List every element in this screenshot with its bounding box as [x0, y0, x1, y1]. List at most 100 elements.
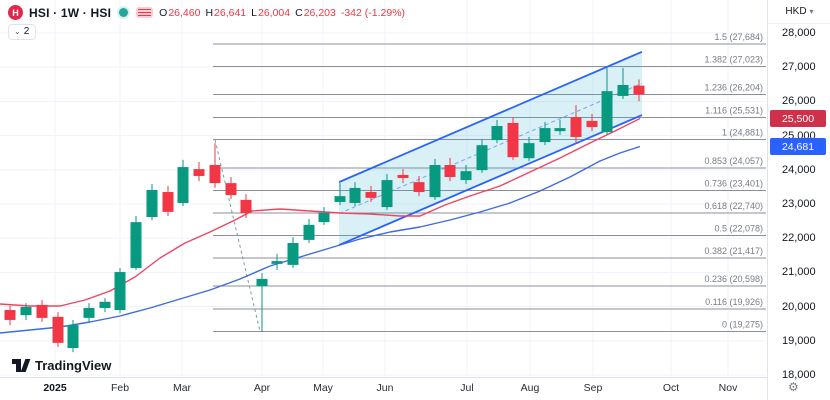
- fib-level-label: 0.236 (20,598): [704, 274, 763, 284]
- price-tick-label: 22,000: [782, 232, 816, 245]
- candle-body: [256, 278, 268, 287]
- tradingview-logo-text: TradingView: [35, 358, 112, 373]
- fib-level-label: 0 (19,275): [722, 319, 763, 329]
- fib-level-label: 0.736 (23,401): [704, 178, 763, 188]
- time-tick-label: May: [313, 382, 333, 394]
- ma-line-red: [0, 117, 641, 307]
- price-axis[interactable]: HKD ▾ ⚙ 28,000 27,000 26,000 25,000 24,000 23…: [767, 0, 830, 400]
- candle-body: [617, 84, 629, 96]
- price-tick-label: 24,000: [782, 163, 816, 176]
- change-readout: -342 (-1.29%): [340, 6, 406, 19]
- price-tick-label: 28,000: [782, 27, 816, 39]
- price-tick-label: 21,000: [782, 266, 816, 279]
- ma-line-blue: [0, 145, 641, 334]
- channel-upper-line: [338, 50, 643, 183]
- caret-down-icon: ▾: [809, 7, 814, 16]
- price-tick-label: 23,000: [782, 198, 816, 210]
- price-badge-blue: 24,681: [770, 138, 826, 155]
- channel-median-line: [338, 82, 643, 215]
- candle-body: [36, 304, 48, 318]
- candle-body: [209, 165, 221, 184]
- candle-body: [146, 189, 158, 217]
- candle-body: [99, 301, 111, 308]
- candle-body: [334, 196, 346, 202]
- candle-body: [365, 192, 377, 198]
- fib-level-label: 1.116 (25,531): [705, 105, 763, 115]
- time-tick-label: Sep: [583, 382, 603, 394]
- candle-body: [601, 91, 613, 133]
- candle-body: [460, 171, 472, 181]
- candle-body: [381, 180, 393, 208]
- candle-body: [114, 272, 126, 311]
- time-tick-label: Jul: [460, 382, 474, 394]
- candle-body: [349, 187, 361, 203]
- candle-body: [271, 261, 283, 264]
- price-tick-label: 20,000: [782, 300, 816, 313]
- candle-body: [177, 167, 189, 203]
- candle-body: [193, 169, 205, 176]
- time-tick-label: Oct: [662, 382, 680, 394]
- candle-body: [413, 182, 425, 193]
- fib-level-label: 1.5 (27,684): [714, 32, 763, 42]
- tradingview-logo[interactable]: TradingView: [12, 358, 111, 373]
- candle-body: [318, 212, 330, 223]
- candle-body: [633, 85, 645, 95]
- currency-selector[interactable]: HKD ▾: [768, 0, 830, 24]
- time-tick-label: Feb: [110, 382, 130, 394]
- candle-body: [83, 307, 95, 318]
- chevron-down-icon: ⌄: [14, 27, 21, 36]
- series-visibility-toggle-icon[interactable]: [117, 6, 131, 19]
- indicators-count: 2: [23, 26, 30, 37]
- candle-body: [52, 316, 64, 343]
- price-tick-label: 18,000: [782, 369, 816, 381]
- candle-body: [539, 128, 551, 143]
- time-tick-label: Nov: [718, 382, 738, 394]
- time-tick-label: Apr: [253, 382, 271, 394]
- symbol-legend[interactable]: H HSI · 1W · HSI O26,460 H26,641 L26,004…: [8, 5, 405, 20]
- chart-canvas[interactable]: 1.5 (27,684) 1.382 (27,023) 1.236 (26,204)…: [0, 0, 766, 377]
- candle-body: [4, 310, 16, 320]
- time-tick-label: Mar: [172, 382, 192, 394]
- candle-body: [554, 128, 566, 132]
- ohlc-readout: O26,460 H26,641 L26,004 C26,203 -342 (-1…: [159, 6, 406, 19]
- fib-level-label: 0.5 (22,078): [714, 224, 763, 234]
- candle-body: [444, 165, 456, 177]
- candle-body: [523, 143, 535, 159]
- candle-body: [429, 165, 441, 198]
- candle-body: [240, 199, 252, 213]
- time-tick-label: Aug: [520, 382, 540, 394]
- price-tick-label: 19,000: [782, 334, 816, 347]
- time-tick-label: 2025: [43, 382, 67, 394]
- candle-body: [67, 325, 79, 348]
- price-tick-label: 27,000: [782, 61, 816, 74]
- indicators-collapse-button[interactable]: ⌄ 2: [8, 24, 37, 40]
- time-tick-label: Jun: [376, 382, 394, 394]
- fib-level-label: 0.853 (24,057): [704, 156, 763, 166]
- candle-body: [130, 222, 142, 268]
- candle-body: [20, 306, 32, 316]
- price-badge-red: 25,500: [770, 110, 826, 127]
- price-tick-label: 26,000: [782, 95, 816, 108]
- candle-body: [586, 120, 598, 128]
- fib-level-label: 1.382 (27,023): [704, 54, 763, 64]
- candle-body: [287, 242, 299, 265]
- candle-body: [225, 183, 237, 196]
- candle-body: [491, 126, 503, 141]
- fib-level-label: 1 (24,881): [722, 128, 763, 138]
- candle-body: [570, 117, 582, 137]
- symbol-logo-icon: H: [8, 5, 23, 20]
- candle-body: [162, 192, 174, 212]
- fib-level-label: 0.116 (19,926): [705, 297, 763, 307]
- fib-level-label: 1.236 (26,204): [704, 82, 763, 92]
- tradingview-mark-icon: [12, 359, 31, 372]
- candle-body: [476, 145, 488, 171]
- gear-icon[interactable]: ⚙: [788, 380, 799, 394]
- time-axis[interactable]: 2025 Feb Mar Apr May Jun Jul Aug Sep Oct Nov: [0, 377, 830, 400]
- candle-body: [507, 122, 519, 158]
- fib-level-label: 0.382 (21,417): [704, 246, 763, 256]
- legend-menu-icon[interactable]: [136, 7, 154, 18]
- candle-body: [303, 224, 315, 240]
- symbol-title[interactable]: HSI · 1W · HSI: [29, 5, 112, 20]
- fib-level-label: 0.618 (22,740): [704, 201, 763, 211]
